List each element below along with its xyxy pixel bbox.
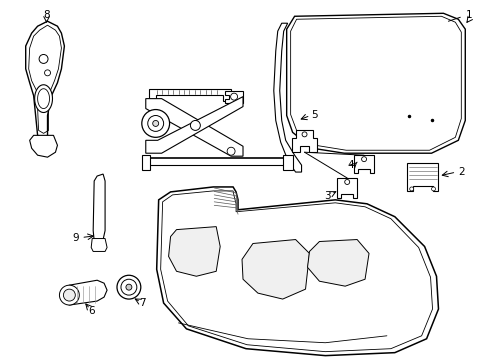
Circle shape	[344, 180, 349, 184]
Circle shape	[409, 187, 413, 191]
Circle shape	[361, 157, 366, 162]
Circle shape	[117, 275, 141, 299]
Text: 9: 9	[73, 233, 79, 243]
Polygon shape	[26, 21, 64, 138]
Circle shape	[302, 132, 306, 137]
Polygon shape	[406, 163, 438, 191]
Text: 1: 1	[465, 10, 471, 20]
Circle shape	[63, 289, 75, 301]
Polygon shape	[273, 23, 301, 172]
Polygon shape	[168, 227, 220, 276]
Text: 4: 4	[347, 160, 354, 170]
Polygon shape	[145, 96, 243, 153]
Circle shape	[121, 279, 137, 295]
Text: 5: 5	[311, 109, 318, 120]
Polygon shape	[91, 239, 107, 251]
Polygon shape	[291, 130, 317, 152]
Circle shape	[147, 116, 163, 131]
Circle shape	[44, 70, 50, 76]
Polygon shape	[282, 155, 292, 170]
Polygon shape	[61, 280, 107, 305]
Polygon shape	[242, 239, 309, 299]
Circle shape	[152, 121, 158, 126]
Circle shape	[190, 121, 200, 130]
Circle shape	[226, 147, 235, 155]
Polygon shape	[224, 91, 243, 103]
Text: 7: 7	[139, 298, 146, 308]
Text: 6: 6	[88, 306, 94, 316]
Text: 3: 3	[324, 191, 330, 201]
Polygon shape	[148, 89, 231, 100]
Polygon shape	[93, 174, 105, 243]
Polygon shape	[35, 85, 52, 113]
Polygon shape	[353, 155, 373, 173]
Circle shape	[230, 93, 237, 100]
Polygon shape	[156, 187, 438, 356]
Polygon shape	[286, 13, 464, 153]
Text: 2: 2	[457, 167, 464, 177]
Circle shape	[126, 284, 132, 290]
Text: 8: 8	[43, 10, 50, 20]
Circle shape	[60, 285, 79, 305]
Polygon shape	[142, 155, 149, 170]
Polygon shape	[145, 99, 243, 156]
Circle shape	[39, 54, 48, 63]
Polygon shape	[307, 239, 368, 286]
Circle shape	[142, 109, 169, 137]
Polygon shape	[30, 135, 57, 157]
Polygon shape	[337, 178, 356, 198]
Circle shape	[431, 187, 435, 191]
